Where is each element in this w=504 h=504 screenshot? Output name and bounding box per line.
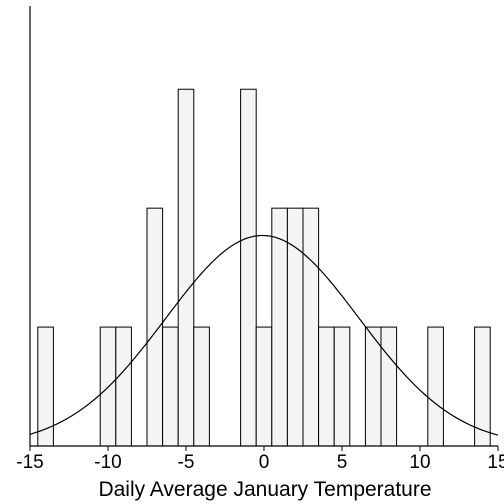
x-tick-label: 10 bbox=[409, 452, 430, 473]
histogram-bar bbox=[427, 326, 444, 447]
histogram-bar bbox=[364, 326, 382, 447]
x-tick-label: -10 bbox=[94, 452, 121, 473]
histogram-bar bbox=[318, 326, 335, 447]
x-tick-label: -5 bbox=[178, 452, 195, 473]
histogram-bars bbox=[37, 88, 491, 447]
x-tick-label: -15 bbox=[16, 452, 43, 473]
density-curve bbox=[29, 234, 499, 436]
x-axis-ticks: -15 -10 -5 0 5 10 15 bbox=[16, 446, 504, 473]
histogram-bar bbox=[302, 207, 320, 447]
histogram-bar bbox=[193, 326, 210, 447]
histogram-bar bbox=[115, 326, 132, 447]
x-axis-title: Daily Average January Temperature bbox=[98, 478, 431, 501]
x-tick-label: 0 bbox=[259, 452, 270, 473]
histogram-bar bbox=[255, 326, 273, 447]
x-tick-label: 5 bbox=[337, 452, 348, 473]
histogram-bar bbox=[380, 326, 398, 447]
histogram-bar bbox=[146, 207, 164, 447]
histogram-bar bbox=[333, 326, 351, 447]
histogram-bar bbox=[37, 326, 54, 447]
x-tick-label: 15 bbox=[487, 452, 504, 473]
histogram-bar bbox=[177, 88, 195, 447]
histogram-bar bbox=[271, 207, 288, 447]
histogram-bar bbox=[240, 88, 257, 447]
histogram-bar bbox=[162, 326, 179, 447]
